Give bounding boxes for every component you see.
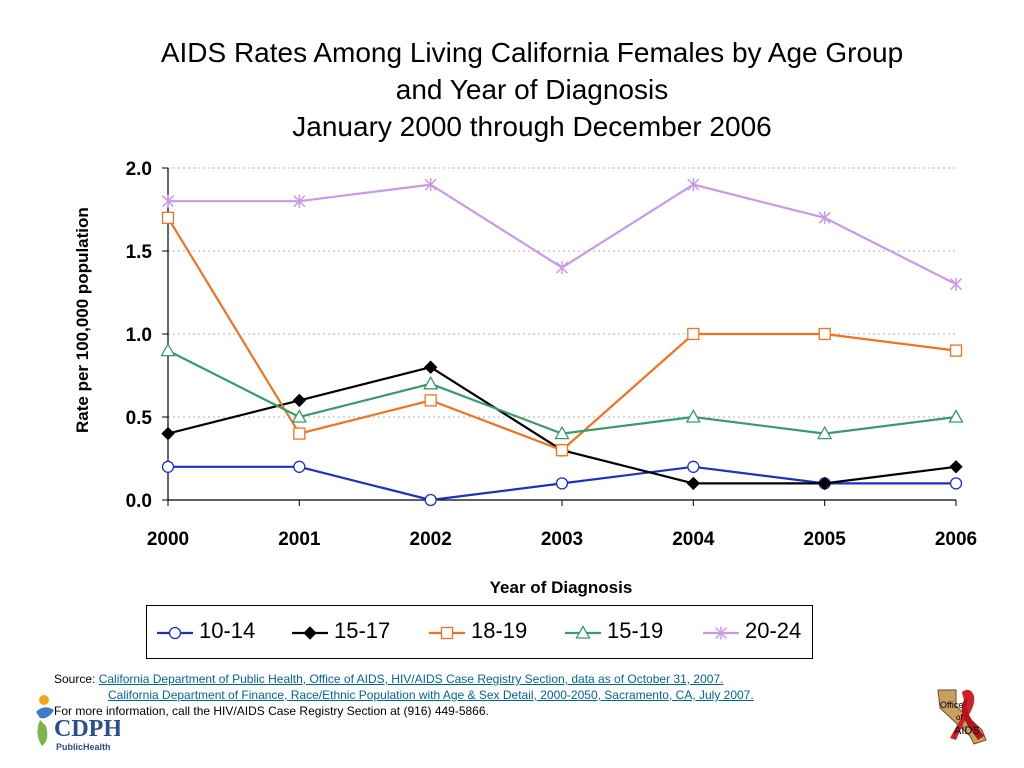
data-point bbox=[161, 194, 175, 208]
cdph-logo: CDPH PublicHealth bbox=[36, 695, 120, 752]
source-contact: For more information, call the HIV/AIDS … bbox=[54, 704, 489, 718]
data-point bbox=[291, 409, 307, 423]
data-point bbox=[818, 211, 831, 225]
data-point bbox=[817, 425, 833, 440]
office-of-aids-logo: Office of AIDS bbox=[937, 689, 987, 745]
source-prefix: Source: bbox=[54, 672, 96, 686]
y-tick-label: 1.5 bbox=[126, 242, 153, 263]
data-point bbox=[949, 277, 963, 291]
series-line bbox=[167, 217, 957, 452]
data-point bbox=[949, 344, 963, 357]
source-link-dof[interactable]: California Department of Finance, Race/E… bbox=[108, 688, 754, 702]
data-point bbox=[948, 409, 964, 423]
y-tick-label: 0.0 bbox=[126, 491, 152, 512]
data-point bbox=[555, 444, 569, 457]
series-20-24 bbox=[161, 178, 963, 291]
legend-label: 10-14 bbox=[199, 618, 256, 643]
legend-label: 18-19 bbox=[471, 618, 528, 643]
legend-markers bbox=[157, 625, 739, 640]
chart-title-line2: and Year of Diagnosis bbox=[395, 74, 669, 105]
oa-logo-aids: AIDS bbox=[954, 725, 980, 737]
data-point bbox=[686, 476, 701, 491]
data-point bbox=[818, 327, 831, 341]
data-point bbox=[293, 427, 306, 440]
source-notes: Source: California Department of Public … bbox=[54, 671, 754, 719]
data-point bbox=[554, 425, 570, 440]
data-point bbox=[687, 460, 700, 473]
data-point bbox=[293, 194, 306, 208]
data-point bbox=[424, 493, 437, 507]
x-tick-label: 2001 bbox=[278, 529, 321, 550]
data-point bbox=[161, 460, 175, 473]
legend-label: 20-24 bbox=[745, 618, 802, 643]
legend-marker bbox=[714, 626, 728, 640]
data-point bbox=[685, 409, 701, 423]
data-point bbox=[292, 393, 307, 408]
line-chart: 0.0 0.5 1.0 1.5 2.0 2000 2001 2002 2003 2004 2005 2… bbox=[126, 159, 978, 550]
legend-label: 15-17 bbox=[334, 618, 391, 643]
data-point bbox=[161, 426, 175, 441]
oa-logo-office: Office bbox=[940, 700, 963, 710]
legend-marker bbox=[168, 626, 182, 640]
x-tick-label: 2003 bbox=[541, 529, 583, 550]
y-tick-label: 1.0 bbox=[126, 325, 152, 346]
chart-title: AIDS Rates Among Living California Femal… bbox=[60, 34, 1004, 145]
data-point bbox=[423, 375, 439, 390]
y-axis-label: Rate per 100,000 population bbox=[73, 207, 92, 433]
cdph-logo-text: CDPH bbox=[54, 716, 120, 742]
series-line bbox=[167, 349, 957, 435]
data-point bbox=[161, 211, 175, 224]
legend-label: 15-19 bbox=[607, 618, 664, 643]
oa-logo-of: of bbox=[956, 713, 963, 722]
source-link-cdph[interactable]: California Department of Public Health, … bbox=[98, 672, 724, 686]
x-tick-label: 2004 bbox=[672, 529, 715, 550]
data-point bbox=[293, 460, 306, 473]
x-tick-label: 2006 bbox=[935, 529, 977, 550]
y-tick-label: 0.5 bbox=[126, 408, 153, 429]
chart-title-line1: AIDS Rates Among Living California Femal… bbox=[160, 37, 904, 68]
x-tick-label: 2002 bbox=[410, 529, 452, 550]
data-point bbox=[555, 477, 569, 490]
data-point bbox=[817, 476, 832, 491]
chart-subtitle: January 2000 through December 2006 bbox=[292, 111, 772, 142]
data-point bbox=[423, 360, 438, 374]
series-18-19 bbox=[161, 211, 963, 457]
x-tick-label: 2005 bbox=[804, 529, 847, 550]
x-axis-label: Year of Diagnosis bbox=[489, 578, 633, 597]
data-point bbox=[555, 261, 569, 275]
legend-marker bbox=[440, 626, 454, 640]
series-15-19 bbox=[160, 342, 964, 440]
data-point bbox=[949, 477, 963, 490]
data-point bbox=[160, 342, 176, 357]
data-point bbox=[424, 178, 437, 192]
data-point bbox=[687, 327, 700, 341]
cdph-logo-subtext: PublicHealth bbox=[56, 742, 111, 752]
y-tick-label: 2.0 bbox=[126, 159, 152, 180]
data-point bbox=[949, 460, 963, 474]
data-point bbox=[687, 178, 700, 192]
legend-marker bbox=[575, 625, 591, 639]
series-10-14 bbox=[161, 460, 963, 507]
chart-legend: 10-14 15-17 18-19 15-19 20-24 bbox=[146, 605, 813, 659]
series-15-17 bbox=[161, 360, 963, 491]
legend-marker bbox=[303, 626, 317, 640]
data-point bbox=[424, 394, 437, 407]
x-tick-label: 2000 bbox=[147, 529, 189, 550]
